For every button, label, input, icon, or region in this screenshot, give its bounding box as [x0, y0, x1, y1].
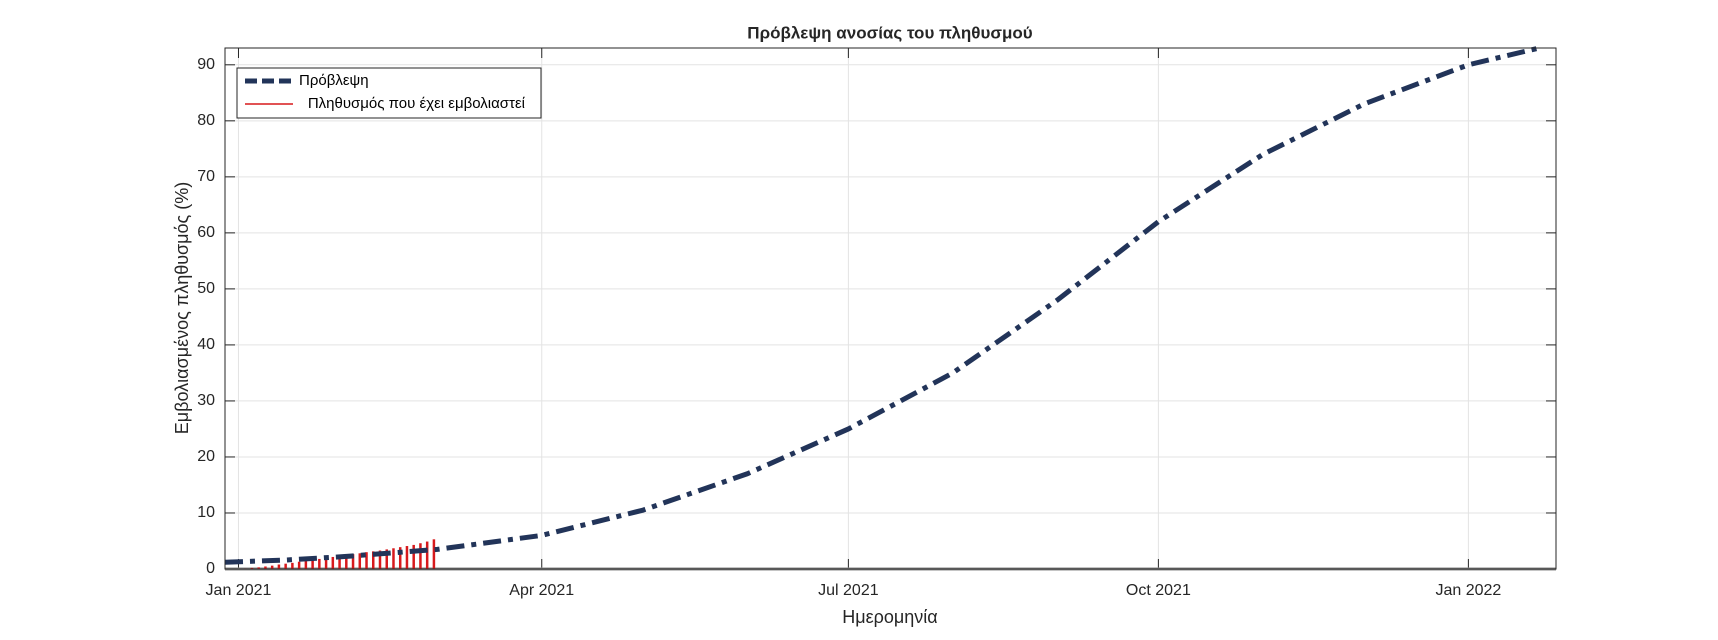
legend: Πρόβλεψη Πληθυσμός που έχει εμβολιαστεί [236, 67, 542, 119]
x-axis-label: Ημερομηνία [842, 607, 937, 627]
forecast-line [224, 45, 1540, 565]
y-tick-label: 20 [197, 448, 215, 465]
legend-box [236, 67, 542, 119]
chart-title: Πρόβλεψη ανοσίας του πληθυσμού [747, 23, 1032, 42]
x-tick-label: Jul 2021 [818, 582, 879, 599]
y-tick-label: 80 [197, 112, 215, 129]
y-tick-label: 60 [197, 224, 215, 241]
y-tick-label: 0 [206, 560, 215, 577]
plot-frame [224, 47, 1557, 570]
y-tick-label: 50 [197, 280, 215, 297]
x-tick-label: Jan 2022 [1435, 582, 1501, 599]
y-tick-label: 30 [197, 392, 215, 409]
y-axis-label: Εμβολιασμένος πληθυσμός (%) [172, 182, 192, 434]
y-tick-label: 40 [197, 336, 215, 353]
y-tick-label: 90 [197, 56, 215, 73]
y-tick-label: 10 [197, 504, 215, 521]
y-tick-label: 70 [197, 168, 215, 185]
x-tick-label: Apr 2021 [509, 582, 574, 599]
legend-label: Πληθυσμός που έχει εμβολιαστεί [308, 95, 526, 112]
legend-label: Πρόβλεψη [299, 72, 369, 89]
x-tick-label: Oct 2021 [1126, 582, 1191, 599]
x-tick-label: Jan 2021 [206, 582, 272, 599]
